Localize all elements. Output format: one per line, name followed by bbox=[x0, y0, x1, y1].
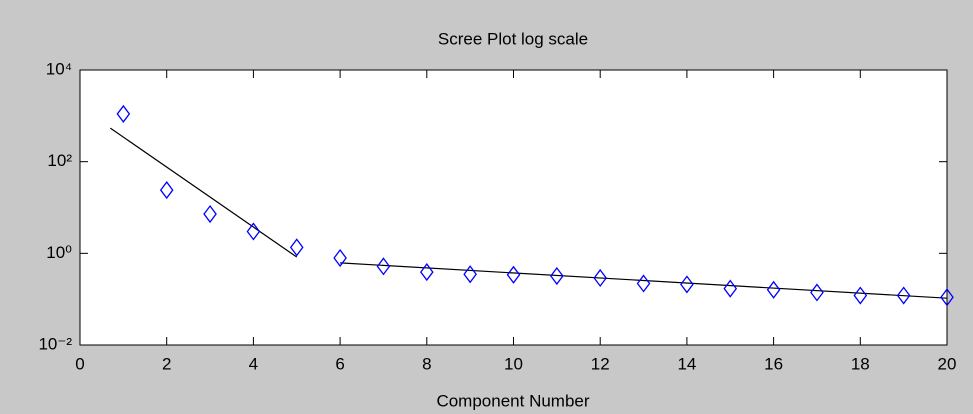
data-point bbox=[376, 257, 391, 276]
x-tick-label: 4 bbox=[249, 354, 258, 373]
y-tick-label: 10⁰ bbox=[46, 243, 72, 262]
data-point bbox=[940, 288, 954, 307]
y-tick-label: 10⁴ bbox=[46, 59, 72, 78]
x-tick-label: 16 bbox=[764, 354, 783, 373]
data-point bbox=[463, 265, 477, 284]
x-tick-label: 20 bbox=[938, 354, 957, 373]
x-tick-label: 6 bbox=[335, 354, 344, 373]
x-tick-label: 0 bbox=[75, 354, 84, 373]
data-point bbox=[550, 266, 564, 286]
y-tick-label: 10⁻² bbox=[38, 334, 72, 353]
x-tick-label: 2 bbox=[162, 354, 171, 373]
data-point bbox=[636, 274, 651, 293]
data-point bbox=[203, 204, 217, 224]
x-tick-label: 12 bbox=[591, 354, 610, 373]
data-point bbox=[289, 238, 304, 257]
x-tick-label: 10 bbox=[504, 354, 523, 373]
fit-line bbox=[340, 262, 948, 299]
x-tick-label: 14 bbox=[677, 354, 696, 373]
plot-area bbox=[79, 69, 948, 346]
data-point bbox=[810, 283, 824, 302]
x-axis-label: Component Number bbox=[436, 391, 589, 410]
data-point bbox=[723, 279, 738, 298]
data-point bbox=[159, 180, 174, 200]
fit-line bbox=[110, 127, 298, 258]
data-point bbox=[593, 268, 608, 288]
data-point bbox=[116, 104, 131, 124]
data-point bbox=[896, 286, 911, 305]
data-point bbox=[333, 248, 347, 268]
data-point bbox=[246, 222, 261, 241]
y-tick-label: 10² bbox=[47, 151, 72, 170]
data-point bbox=[853, 286, 868, 305]
x-tick-label: 18 bbox=[851, 354, 870, 373]
data-point bbox=[506, 265, 521, 284]
data-point bbox=[766, 280, 781, 299]
chart-title: Scree Plot log scale bbox=[438, 29, 588, 48]
x-tick-label: 8 bbox=[422, 354, 431, 373]
data-point bbox=[680, 275, 694, 294]
data-point bbox=[419, 262, 434, 282]
